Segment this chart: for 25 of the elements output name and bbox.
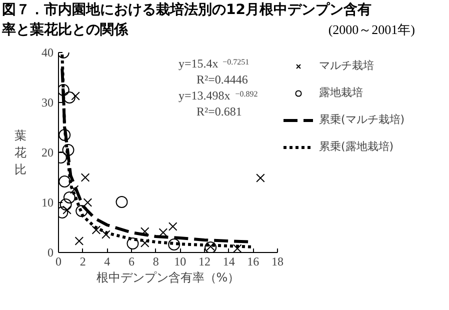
annotation: R²=0.681 [196, 104, 242, 118]
y-tick-label: 40 [42, 46, 54, 60]
legend-label: 露地栽培 [319, 85, 364, 100]
annotation: R²=0.4446 [196, 72, 248, 86]
x-tick-label: 12 [198, 254, 210, 268]
x-axis-title: 根中デンプン含有率（%） [96, 270, 240, 284]
y-tick-label: 30 [42, 96, 54, 110]
x-tick-label: 14 [222, 254, 235, 268]
y-tick-label: 0 [48, 246, 54, 260]
x-tick-label: 6 [128, 254, 134, 268]
annotation: y=15.4x−0.7251 [178, 56, 250, 70]
y-axis-title: 葉花比 [14, 128, 26, 176]
y-tick-label: 20 [42, 146, 54, 160]
legend-label: マルチ栽培 [319, 58, 375, 73]
text: (2000～2001年) [328, 21, 416, 39]
x-tick-label: 16 [247, 254, 260, 268]
y-tick-label: 10 [42, 196, 54, 210]
x-tick-label: 18 [272, 254, 284, 268]
annotation: y=13.498x−0.892 [178, 88, 258, 102]
legend-label: 累乗(露地栽培) [319, 139, 395, 154]
legend-label: 累乗(マルチ栽培) [319, 112, 406, 127]
x-tick-label: 10 [174, 254, 186, 268]
x-tick-label: 4 [104, 254, 110, 268]
x-tick-label: 2 [80, 254, 86, 268]
x-tick-label: 8 [152, 254, 159, 268]
